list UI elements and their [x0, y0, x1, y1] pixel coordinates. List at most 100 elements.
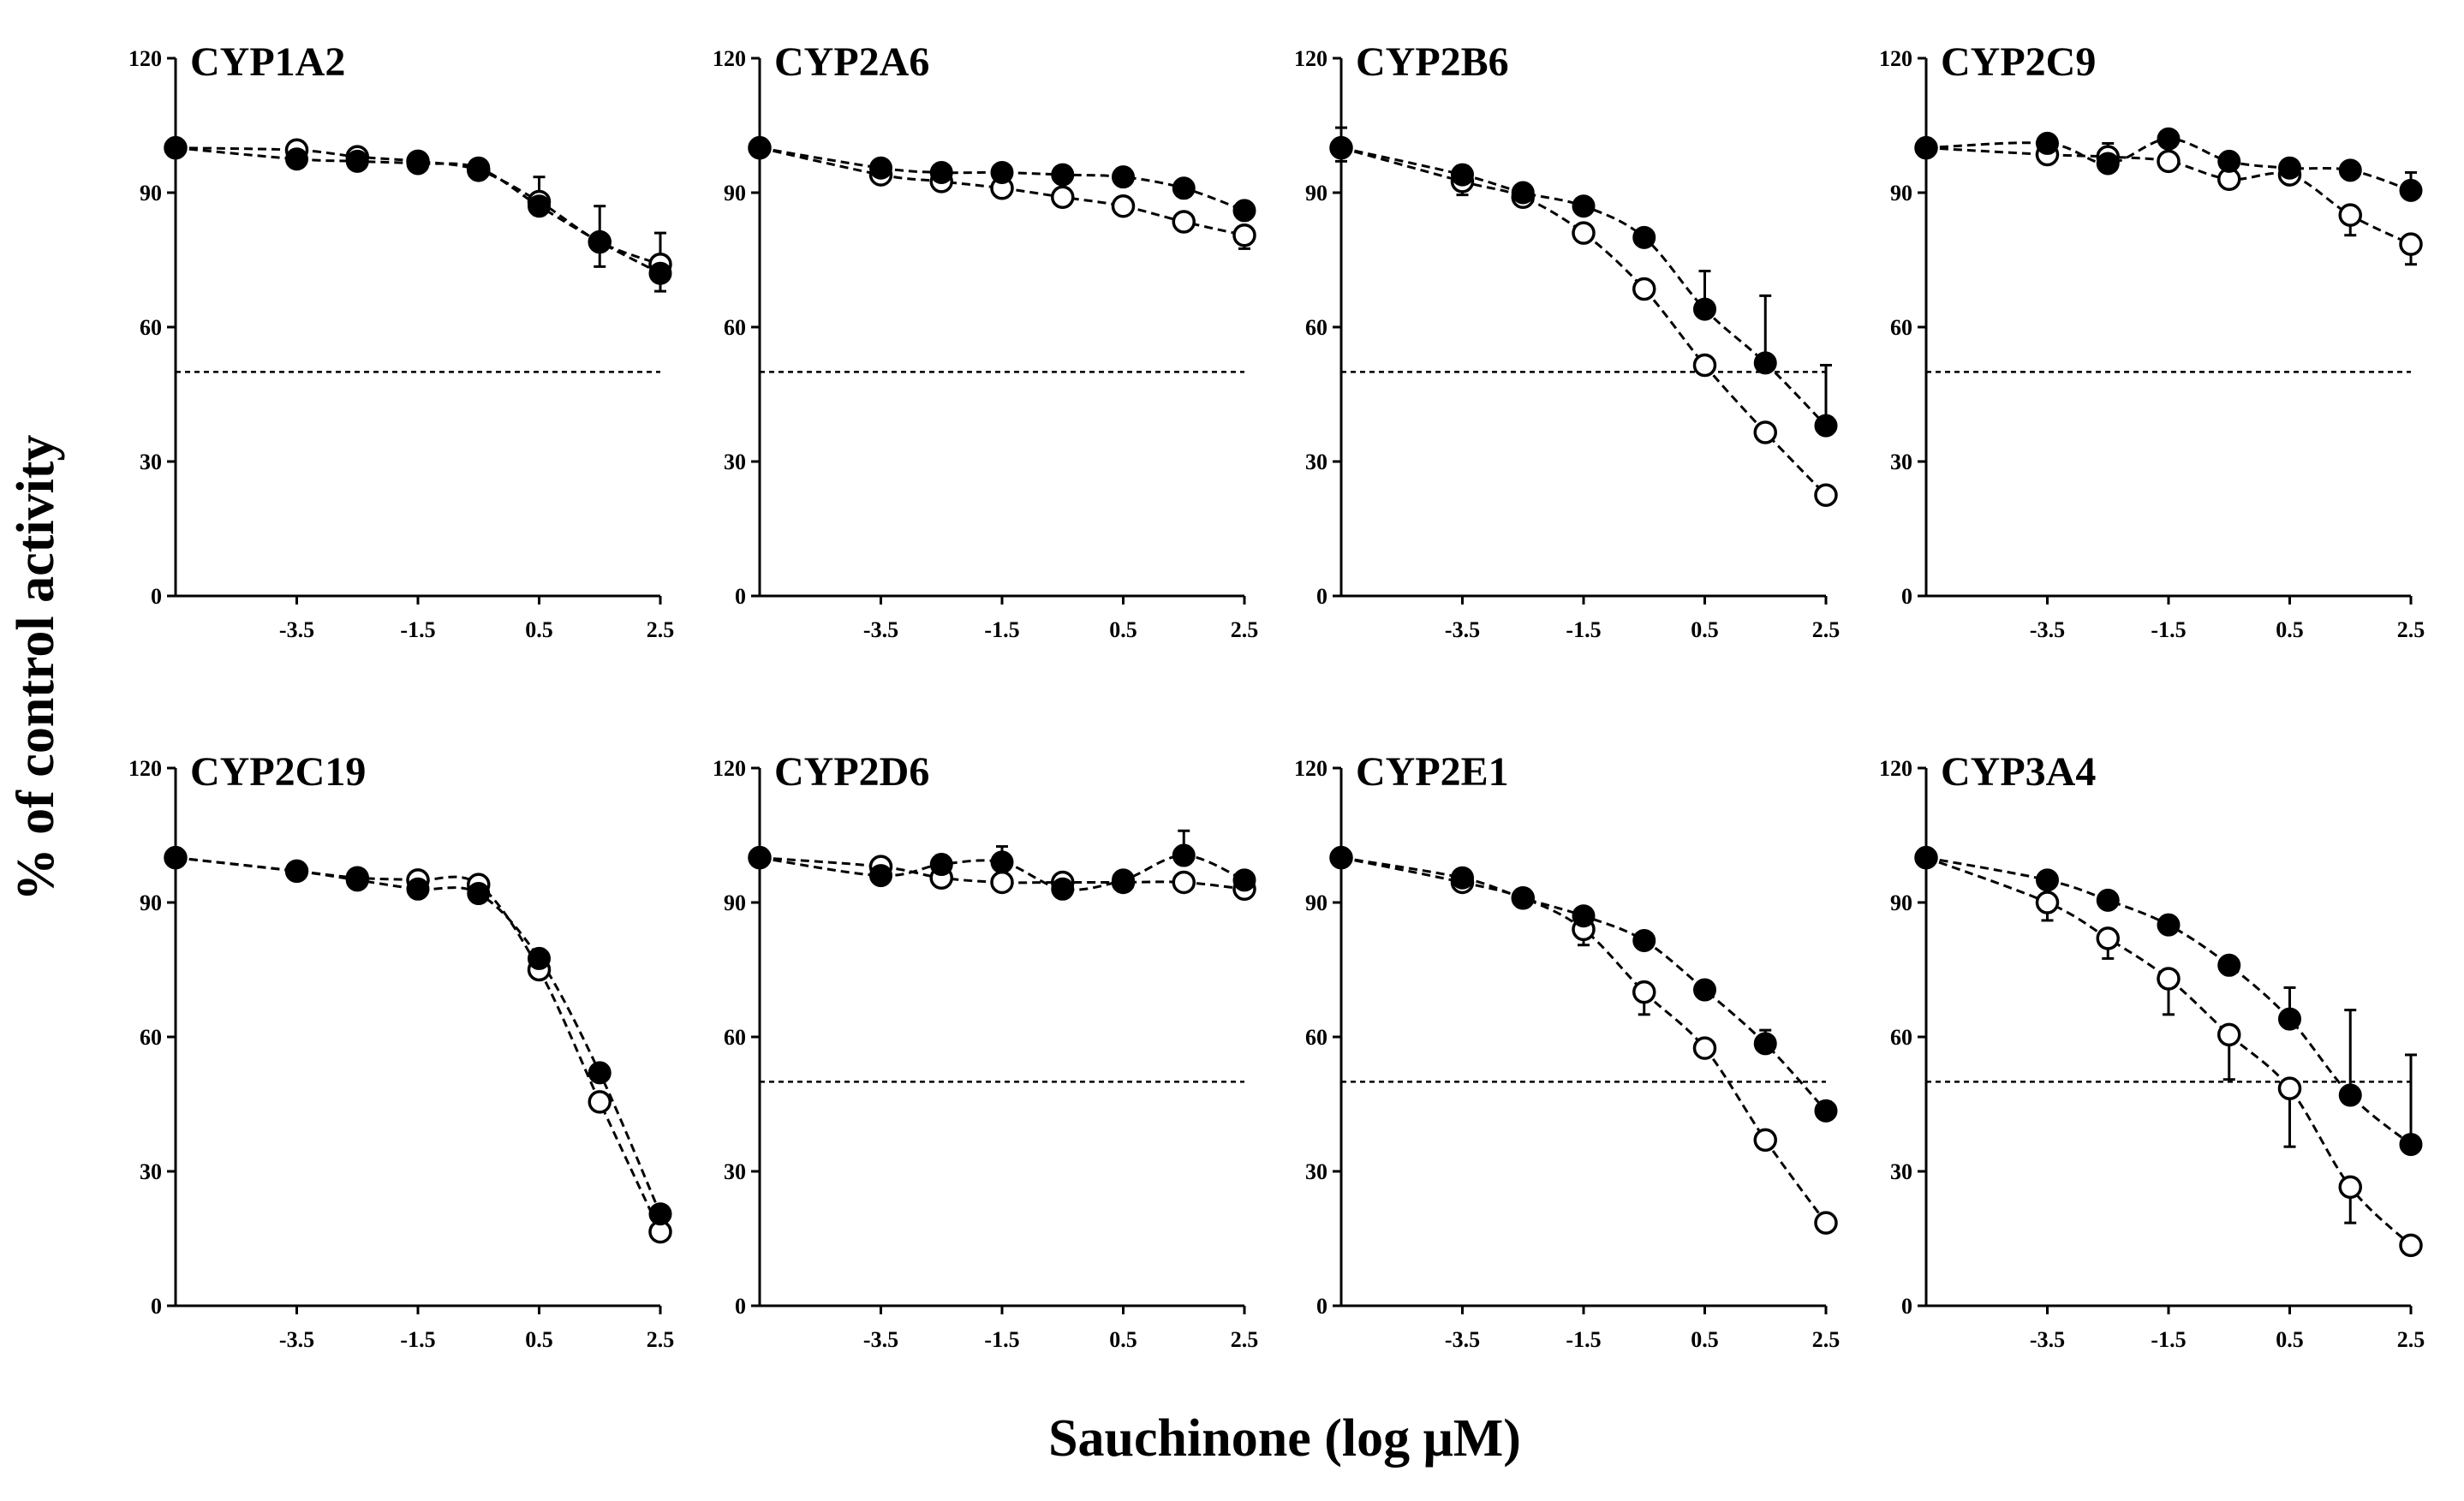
y-tick-label: 30 [140, 450, 162, 474]
data-point-filled [467, 882, 491, 906]
data-point-filled [406, 152, 430, 176]
panel-title: CYP1A2 [190, 39, 345, 85]
data-point-filled [2217, 149, 2241, 173]
chart-panel-1: 0 30 60 90 120 -3.5 -1.5 0.5 2.5 CYP2A6 [713, 39, 1258, 642]
data-point-open [2217, 1022, 2241, 1047]
data-point-filled [1572, 904, 1596, 928]
y-tick-label: 60 [724, 1025, 746, 1050]
panel-title: CYP2D6 [774, 749, 929, 795]
data-point-filled [164, 846, 188, 870]
y-tick-label: 120 [1294, 756, 1327, 781]
x-tick-label: 2.5 [647, 1327, 675, 1352]
data-point-filled [1451, 866, 1474, 890]
data-point-filled [648, 1202, 672, 1226]
x-tick-label: 0.5 [1691, 617, 1719, 642]
data-point-filled [748, 846, 772, 870]
data-point-filled [1693, 978, 1716, 1002]
x-tick-label: 0.5 [1109, 617, 1137, 642]
data-point-open [1232, 223, 1256, 247]
data-point-open [990, 870, 1014, 895]
y-tick-label: 60 [140, 315, 162, 340]
y-tick-label: 60 [1890, 315, 1912, 340]
data-point-filled [748, 136, 772, 160]
x-tick-label: 0.5 [525, 617, 553, 642]
y-tick-label: 90 [1305, 181, 1327, 205]
data-point-open [1814, 1211, 1838, 1235]
data-point-filled [1329, 136, 1353, 160]
data-point-open [1753, 420, 1777, 444]
data-point-filled [2036, 868, 2059, 892]
chart-panel-3: 0 30 60 90 120 -3.5 -1.5 0.5 2.5 CYP2C9 [1879, 39, 2425, 642]
x-tick-label: -1.5 [984, 1327, 1019, 1352]
data-point-filled [990, 850, 1014, 874]
x-tick-label: -3.5 [1445, 1327, 1480, 1352]
data-point-filled [1232, 868, 1256, 892]
y-tick-label: 30 [1305, 450, 1327, 474]
y-tick-label: 0 [1901, 584, 1912, 609]
panel-title: CYP2C19 [190, 749, 366, 795]
data-point-open [1814, 483, 1838, 507]
fit-curve-open [175, 146, 661, 266]
y-tick-label: 0 [735, 584, 746, 609]
x-tick-label: 0.5 [525, 1327, 553, 1352]
data-point-open [1172, 870, 1196, 895]
x-tick-label: -3.5 [279, 617, 314, 642]
data-point-open [1632, 277, 1656, 301]
y-axis-title: % of control activity [7, 435, 65, 902]
data-point-filled [929, 853, 953, 877]
y-tick-label: 90 [724, 890, 746, 915]
x-tick-label: 0.5 [2276, 617, 2304, 642]
data-point-open [2157, 149, 2181, 174]
chart-panel-5: 0 30 60 90 120 -3.5 -1.5 0.5 2.5 CYP2D6 [713, 749, 1258, 1352]
data-point-open [2157, 967, 2181, 991]
y-tick-label: 30 [724, 450, 746, 474]
y-tick-label: 0 [735, 1294, 746, 1319]
data-point-open [1172, 210, 1196, 234]
x-tick-label: -1.5 [2151, 1327, 2186, 1352]
data-point-filled [1753, 1032, 1777, 1056]
y-tick-label: 60 [724, 315, 746, 340]
data-point-filled [1451, 163, 1474, 187]
y-tick-label: 120 [1294, 46, 1327, 71]
data-point-filled [1112, 868, 1135, 892]
data-point-filled [2217, 953, 2241, 977]
data-point-open [1111, 194, 1136, 218]
y-tick-label: 90 [1890, 890, 1912, 915]
data-point-filled [1632, 928, 1656, 952]
panel-title: CYP2B6 [1356, 39, 1509, 85]
x-tick-label: -3.5 [279, 1327, 314, 1352]
y-tick-label: 90 [1890, 181, 1912, 205]
x-tick-label: -1.5 [400, 617, 435, 642]
chart-panel-0: 0 30 60 90 120 -3.5 -1.5 0.5 2.5 CYP1A2 [128, 39, 674, 642]
y-tick-label: 120 [1879, 756, 1912, 781]
y-tick-label: 120 [713, 756, 746, 781]
data-point-open [2035, 890, 2060, 914]
y-tick-label: 60 [1305, 315, 1327, 340]
data-point-open [1692, 353, 1717, 378]
data-point-filled [285, 147, 308, 171]
data-point-open [2399, 1233, 2423, 1258]
y-tick-label: 90 [1305, 890, 1327, 915]
y-tick-label: 60 [1890, 1025, 1912, 1050]
y-tick-label: 120 [713, 46, 746, 71]
x-tick-label: 0.5 [1109, 1327, 1137, 1352]
y-tick-label: 30 [1890, 450, 1912, 474]
y-tick-label: 0 [151, 1294, 162, 1319]
y-tick-label: 0 [1901, 1294, 1912, 1319]
y-tick-label: 60 [1305, 1025, 1327, 1050]
x-tick-label: -3.5 [2030, 1327, 2065, 1352]
y-tick-label: 30 [1305, 1159, 1327, 1184]
data-point-filled [528, 194, 551, 218]
x-axis-title: Sauchinone (log μM) [1048, 1409, 1521, 1468]
data-point-filled [990, 160, 1014, 184]
data-point-open [1632, 980, 1656, 1004]
chart-panel-6: 0 30 60 90 120 -3.5 -1.5 0.5 2.5 CYP2E1 [1294, 749, 1840, 1352]
data-point-filled [1814, 1099, 1838, 1123]
chart-panel-2: 0 30 60 90 120 -3.5 -1.5 0.5 2.5 CYP2B6 [1294, 39, 1840, 642]
chart-panel-4: 0 30 60 90 120 -3.5 -1.5 0.5 2.5 CYP2C19 [128, 749, 674, 1352]
y-tick-label: 0 [1316, 1294, 1327, 1319]
data-point-filled [2399, 178, 2423, 202]
data-point-filled [1693, 297, 1716, 321]
x-tick-label: 2.5 [1231, 1327, 1259, 1352]
